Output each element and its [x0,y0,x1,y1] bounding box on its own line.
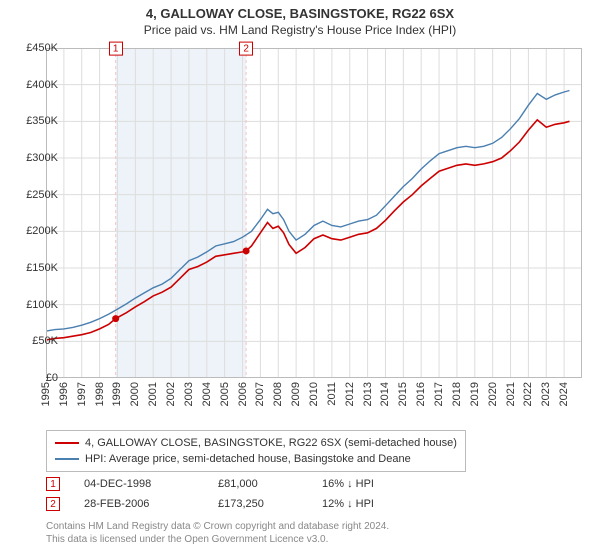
sale-marker-box: 2 [46,497,60,511]
y-tick-label: £350K [14,115,58,127]
x-tick-label: 1997 [76,382,88,406]
x-tick-label: 2006 [237,382,249,406]
sales-table: 1 04-DEC-1998 £81,000 16% ↓ HPI 2 28-FEB… [46,474,432,514]
x-tick-label: 2011 [326,382,338,406]
x-tick-label: 2021 [505,382,517,406]
title-address: 4, GALLOWAY CLOSE, BASINGSTOKE, RG22 6SX [0,6,600,21]
x-tick-label: 1998 [94,382,106,406]
x-tick-label: 2022 [522,382,534,406]
chart-container: 4, GALLOWAY CLOSE, BASINGSTOKE, RG22 6SX… [0,0,600,560]
sale-marker-label: 1 [109,42,123,56]
x-tick-label: 2000 [129,382,141,406]
sale-row: 1 04-DEC-1998 £81,000 16% ↓ HPI [46,474,432,494]
x-tick-label: 1999 [111,382,123,406]
y-tick-label: £200K [14,225,58,237]
sale-date: 28-FEB-2006 [84,498,194,510]
legend-row: 4, GALLOWAY CLOSE, BASINGSTOKE, RG22 6SX… [55,435,457,451]
x-tick-label: 2018 [451,382,463,406]
legend-text: 4, GALLOWAY CLOSE, BASINGSTOKE, RG22 6SX… [85,437,457,449]
x-tick-label: 2003 [183,382,195,406]
x-tick-label: 2013 [362,382,374,406]
y-tick-label: £50K [14,335,58,347]
x-tick-label: 1996 [58,382,70,406]
x-tick-label: 1995 [40,382,52,406]
sale-delta: 12% ↓ HPI [322,498,432,510]
x-tick-label: 2015 [397,382,409,406]
x-tick-label: 2008 [272,382,284,406]
legend-swatch [55,458,79,460]
footer-line: Contains HM Land Registry data © Crown c… [46,520,389,533]
plot-area: 12 [46,48,582,378]
x-tick-label: 2004 [201,382,213,406]
title-block: 4, GALLOWAY CLOSE, BASINGSTOKE, RG22 6SX… [0,0,600,37]
legend: 4, GALLOWAY CLOSE, BASINGSTOKE, RG22 6SX… [46,430,466,472]
footer-line: This data is licensed under the Open Gov… [46,533,389,546]
sale-row: 2 28-FEB-2006 £173,250 12% ↓ HPI [46,494,432,514]
x-tick-label: 2007 [254,382,266,406]
sale-price: £81,000 [218,478,298,490]
legend-row: HPI: Average price, semi-detached house,… [55,451,457,467]
x-tick-label: 2019 [469,382,481,406]
x-tick-label: 2001 [147,382,159,406]
sale-marker-box: 1 [46,477,60,491]
x-tick-label: 2017 [433,382,445,406]
legend-text: HPI: Average price, semi-detached house,… [85,453,411,465]
footer-attribution: Contains HM Land Registry data © Crown c… [46,520,389,546]
x-tick-label: 2020 [487,382,499,406]
sale-price: £173,250 [218,498,298,510]
x-tick-label: 2012 [344,382,356,406]
title-subtitle: Price paid vs. HM Land Registry's House … [0,23,600,37]
y-tick-label: £250K [14,189,58,201]
y-tick-label: £450K [14,42,58,54]
y-tick-label: £100K [14,299,58,311]
x-tick-label: 2002 [165,382,177,406]
x-tick-label: 2023 [540,382,552,406]
sale-delta: 16% ↓ HPI [322,478,432,490]
x-tick-label: 2024 [558,382,570,406]
x-tick-label: 2014 [379,382,391,406]
sale-marker-label: 2 [239,42,253,56]
y-tick-label: £400K [14,79,58,91]
x-tick-label: 2010 [308,382,320,406]
y-tick-label: £300K [14,152,58,164]
x-tick-label: 2005 [219,382,231,406]
x-tick-label: 2009 [290,382,302,406]
sale-date: 04-DEC-1998 [84,478,194,490]
y-tick-label: £150K [14,262,58,274]
legend-swatch [55,442,79,444]
x-tick-label: 2016 [415,382,427,406]
